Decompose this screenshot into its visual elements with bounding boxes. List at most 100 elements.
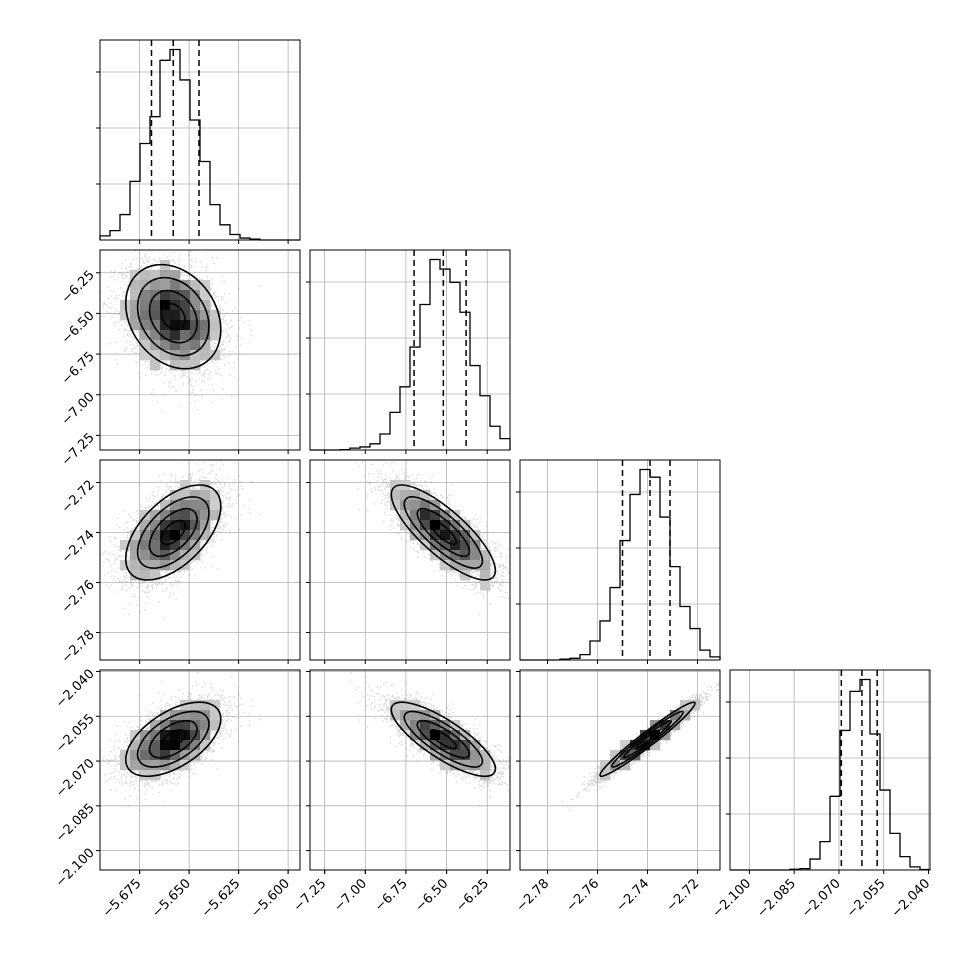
density-bin xyxy=(200,740,211,751)
density-bin xyxy=(430,720,441,731)
x-tick-label: −2.100 xyxy=(710,876,755,921)
x-tick-label: −2.76 xyxy=(564,876,603,915)
density-bin xyxy=(620,740,631,751)
density-bin xyxy=(430,510,441,521)
density-bin xyxy=(200,300,211,311)
contour-3 xyxy=(136,496,210,569)
contour-3 xyxy=(136,276,210,357)
contour-3 xyxy=(136,710,210,768)
density-bin xyxy=(480,550,491,561)
density-bin xyxy=(170,740,181,751)
density-bin xyxy=(400,500,411,511)
density-bin xyxy=(190,320,201,331)
density-bin xyxy=(460,530,471,541)
density-bin xyxy=(130,730,141,741)
density-bin xyxy=(150,750,161,761)
contour-4 xyxy=(390,701,497,778)
density-bin xyxy=(210,710,221,721)
density-bin xyxy=(190,330,201,341)
density-bin xyxy=(440,760,451,771)
density-bin xyxy=(210,490,221,501)
density-bin xyxy=(470,540,481,551)
density-bin xyxy=(210,720,221,731)
density-bin xyxy=(440,720,451,731)
density-bin xyxy=(190,710,201,721)
density-bin xyxy=(150,330,161,341)
contour-4 xyxy=(124,701,222,778)
density-bin xyxy=(450,760,461,771)
density-bin xyxy=(160,530,171,541)
density-bin xyxy=(130,550,141,561)
density-bin xyxy=(180,510,191,521)
density-bin xyxy=(470,760,481,771)
density-bin xyxy=(210,700,221,711)
density-bin xyxy=(180,320,191,331)
density-bin xyxy=(470,560,481,571)
density-bin xyxy=(150,730,161,741)
density-bin xyxy=(440,530,451,541)
density-bin xyxy=(460,560,471,571)
contour-3 xyxy=(611,710,684,768)
density-bin xyxy=(200,510,211,521)
density-bin xyxy=(140,330,151,341)
density-bin xyxy=(180,540,191,551)
density-bin xyxy=(140,350,151,361)
density-bin xyxy=(480,770,491,781)
density-bin xyxy=(420,530,431,541)
density-bin xyxy=(390,710,401,721)
density-bin xyxy=(180,550,191,561)
y-tick-label: −2.040 xyxy=(53,667,98,712)
density-bin xyxy=(130,290,141,301)
density-bin xyxy=(170,520,181,531)
density-bin xyxy=(200,330,211,341)
density-bin xyxy=(170,330,181,341)
density-bin xyxy=(190,340,201,351)
contour-2 xyxy=(148,507,198,558)
density-bin xyxy=(130,530,141,541)
panel-frame xyxy=(729,669,931,871)
density-bin xyxy=(150,310,161,321)
density-bin xyxy=(160,290,171,301)
density-bin xyxy=(180,300,191,311)
density-bin xyxy=(210,310,221,321)
density-bin xyxy=(430,540,441,551)
density-bin xyxy=(420,730,431,741)
density-bin xyxy=(200,720,211,731)
panel-2-1 xyxy=(99,249,301,451)
density-bin xyxy=(610,760,621,771)
density-bin xyxy=(170,320,181,331)
density-bin xyxy=(150,320,161,331)
density-bin xyxy=(190,700,201,711)
density-bin xyxy=(200,310,211,321)
density-bin xyxy=(150,520,161,531)
histogram-1 xyxy=(99,48,300,241)
density-bin xyxy=(170,270,181,281)
panel-frame xyxy=(309,249,511,451)
density-bin xyxy=(420,510,431,521)
density-bin xyxy=(150,540,161,551)
panel-frame xyxy=(519,459,721,661)
panel-content xyxy=(100,250,300,450)
x-tick-label: −2.070 xyxy=(799,876,844,921)
density-bin xyxy=(140,560,151,571)
histogram-3 xyxy=(520,468,721,661)
density-bin xyxy=(470,530,481,541)
y-tick-label: −2.055 xyxy=(53,711,98,756)
density-bin xyxy=(130,560,141,571)
density-bin xyxy=(140,550,151,561)
density-bin xyxy=(190,300,201,311)
density-bin xyxy=(160,540,171,551)
density-bin xyxy=(120,310,131,321)
density-bin xyxy=(120,540,131,551)
x-tick-label: −5.625 xyxy=(199,876,244,921)
density-bin xyxy=(190,740,201,751)
density-bin xyxy=(170,720,181,731)
density-bin xyxy=(180,720,191,731)
panel-frame xyxy=(309,459,511,661)
density-bin xyxy=(170,530,181,541)
density-bin xyxy=(460,540,471,551)
density-bin xyxy=(190,520,201,531)
density-bin xyxy=(170,550,181,561)
x-tick-label: −5.675 xyxy=(100,876,145,921)
x-tick-label: −7.25 xyxy=(291,876,330,915)
